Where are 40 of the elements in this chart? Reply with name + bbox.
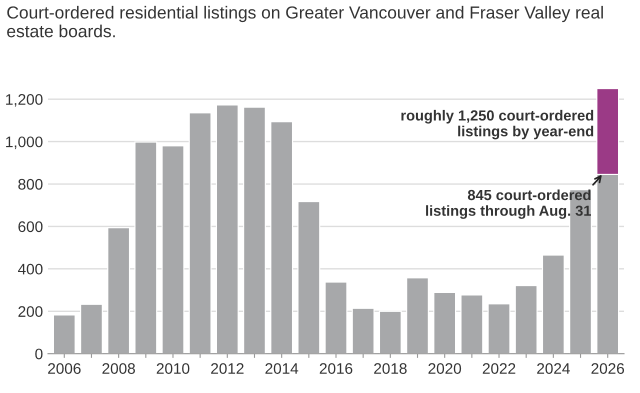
bar bbox=[378, 310, 402, 354]
x-tick-label: 2012 bbox=[211, 363, 244, 374]
bar bbox=[324, 281, 348, 354]
y-tick-label: 1,000 bbox=[6, 136, 43, 150]
bar bbox=[134, 141, 158, 354]
y-tick-label: 800 bbox=[18, 178, 43, 190]
bar bbox=[270, 121, 294, 354]
bar bbox=[162, 145, 184, 354]
bar bbox=[406, 277, 429, 354]
y-tick-label: 0 bbox=[35, 348, 43, 360]
y-tick-label: 400 bbox=[18, 264, 43, 275]
x-tick-label: 2026 bbox=[591, 363, 624, 374]
bar bbox=[514, 285, 538, 354]
x-tick-label: 2006 bbox=[48, 363, 81, 374]
bar bbox=[352, 308, 375, 354]
annotation: roughly 1,250 court-ordered listings by year-end bbox=[401, 110, 594, 140]
bar bbox=[243, 106, 266, 354]
bar bbox=[188, 112, 212, 354]
x-tick-label: 2018 bbox=[374, 363, 407, 374]
bar bbox=[488, 303, 510, 354]
x-tick-label: 2014 bbox=[265, 363, 298, 374]
bar bbox=[460, 294, 484, 354]
y-tick-label: 1,200 bbox=[6, 94, 43, 107]
x-tick-label: 2008 bbox=[102, 363, 135, 374]
bar bbox=[433, 292, 456, 354]
chart-title: Court-ordered residential listings on Greater Vancouver and Fraser Valley real estate boards. bbox=[7, 6, 603, 38]
bar bbox=[80, 304, 103, 354]
x-tick-label: 2010 bbox=[156, 363, 190, 374]
x-tick-label: 2022 bbox=[482, 363, 516, 374]
x-tick-label: 2024 bbox=[537, 363, 570, 374]
bar bbox=[107, 227, 130, 354]
y-tick-label: 200 bbox=[18, 306, 43, 317]
annotation: 845 court-ordered listings through Aug. 31 bbox=[426, 189, 592, 219]
bar bbox=[216, 104, 239, 354]
bar bbox=[297, 201, 320, 354]
bar bbox=[542, 254, 565, 354]
y-tick-label: 600 bbox=[18, 221, 43, 232]
x-tick-label: 2016 bbox=[320, 363, 352, 374]
x-tick-label: 2020 bbox=[428, 363, 462, 374]
bar bbox=[52, 314, 76, 354]
